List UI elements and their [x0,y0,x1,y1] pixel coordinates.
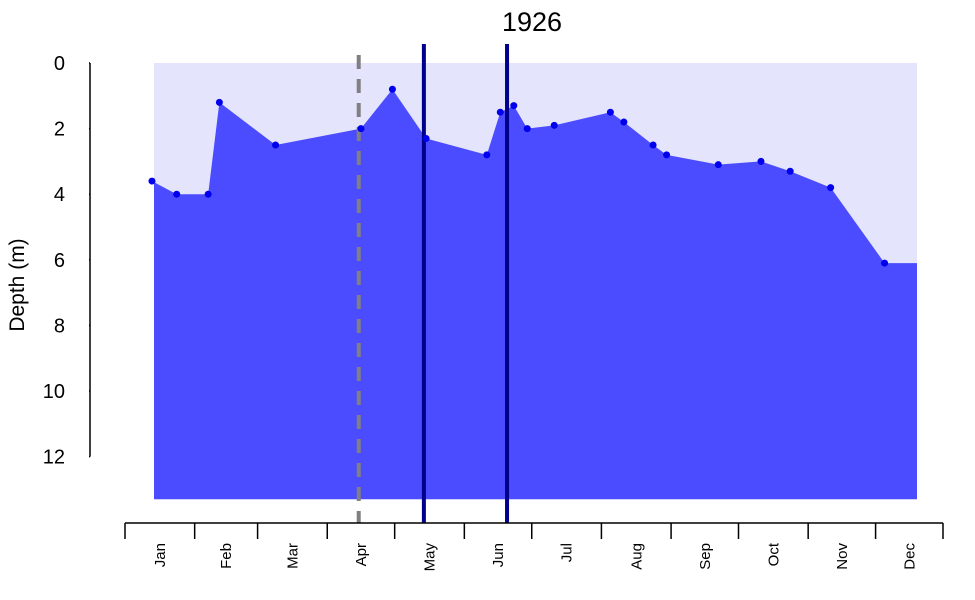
x-tick-label-feb: Feb [218,543,235,569]
y-tick-label-8: 8 [54,315,65,337]
data-point-8 [422,134,430,142]
data-point-1 [148,177,156,185]
data-point-5 [272,141,280,149]
data-points [148,85,889,267]
data-point-20 [786,167,794,175]
data-point-14 [606,108,614,116]
data-point-13 [550,121,558,129]
data-point-3 [204,190,212,198]
data-point-2 [173,190,181,198]
y-tick-label-2: 2 [54,119,65,141]
data-point-17 [663,151,671,159]
data-point-18 [714,161,722,169]
data-point-10 [496,108,504,116]
y-tick-label-10: 10 [43,381,65,403]
x-tick-label-nov: Nov [834,543,851,570]
y-tick-label-4: 4 [54,184,65,206]
data-point-19 [757,157,765,165]
data-point-7 [388,85,396,93]
data-point-12 [523,125,531,133]
data-point-21 [827,184,835,192]
data-point-6 [357,125,365,133]
x-tick-label-oct: Oct [765,542,782,566]
x-tick-label-may: May [422,543,439,572]
x-tick-label-jan: Jan [152,543,169,567]
x-tick-label-mar: Mar [284,543,301,569]
y-tick-label-0: 0 [54,53,65,75]
depth-area [151,89,917,500]
x-tick-label-jun: Jun [490,543,507,567]
x-tick-label-apr: Apr [353,543,370,566]
y-tick-label-12: 12 [43,447,65,469]
y-tick-label-6: 6 [54,250,65,272]
vertical-markers [356,44,510,523]
data-point-9 [483,151,491,159]
data-point-4 [215,98,223,106]
y-axis-label: Depth (m) [6,238,29,331]
data-point-16 [649,141,657,149]
y-axis: 0 2 4 6 8 10 12 [43,53,91,469]
data-point-15 [620,118,628,126]
x-tick-label-dec: Dec [901,543,918,570]
data-point-22 [881,259,889,267]
x-tick-label-sep: Sep [697,543,714,570]
x-tick-label-jul: Jul [559,543,576,562]
x-tick-label-aug: Aug [628,543,645,570]
data-point-11 [510,102,518,110]
x-axis: Jan Feb Mar Apr May Jun Jul Aug Sep Oct Nov Dec [124,522,944,572]
chart-title: 1926 [502,7,562,37]
